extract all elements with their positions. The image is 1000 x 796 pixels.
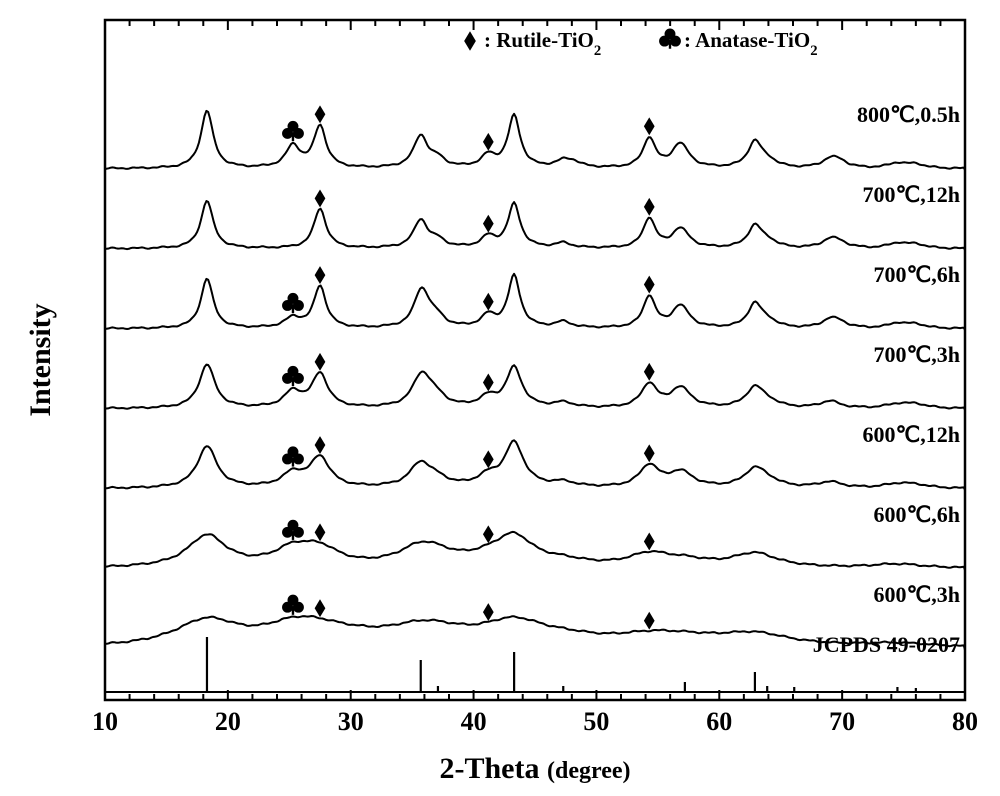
svg-text:600℃,3h: 600℃,3h xyxy=(874,582,960,607)
svg-text:2-Theta (degree): 2-Theta (degree) xyxy=(439,752,630,785)
xrd-chart: 10 20 30 40 50 60 70 80 2-Theta (degree) Intensit… xyxy=(0,0,1000,796)
svg-text:40: 40 xyxy=(461,707,487,736)
chart-svg: 10 20 30 40 50 60 70 80 2-Theta (degree) Intensit… xyxy=(0,0,1000,796)
svg-text:10: 10 xyxy=(92,707,118,736)
svg-text:70: 70 xyxy=(829,707,855,736)
svg-text:60: 60 xyxy=(706,707,732,736)
svg-text:600℃,6h: 600℃,6h xyxy=(874,502,960,527)
svg-text:Intensity: Intensity xyxy=(24,303,57,416)
svg-text:20: 20 xyxy=(215,707,241,736)
svg-text:30: 30 xyxy=(338,707,364,736)
svg-text:600℃,12h: 600℃,12h xyxy=(863,422,960,447)
svg-text:80: 80 xyxy=(952,707,978,736)
svg-text:700℃,6h: 700℃,6h xyxy=(874,262,960,287)
svg-text:700℃,3h: 700℃,3h xyxy=(874,342,960,367)
svg-text:50: 50 xyxy=(583,707,609,736)
svg-text:800℃,0.5h: 800℃,0.5h xyxy=(857,102,960,127)
svg-text:: Anatase-TiO2: : Anatase-TiO2 xyxy=(684,28,818,59)
svg-text:700℃,12h: 700℃,12h xyxy=(863,182,960,207)
svg-text:: Rutile-TiO2: : Rutile-TiO2 xyxy=(484,28,601,59)
